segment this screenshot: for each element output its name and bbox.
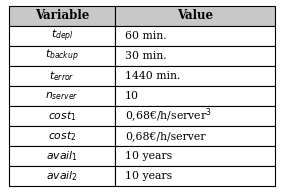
Text: $n_{server}$: $n_{server}$ [45, 90, 79, 102]
Bar [9, 6, 115, 26]
Bar [9, 166, 115, 186]
Text: $cost_1$: $cost_1$ [48, 109, 76, 123]
Bar [115, 66, 275, 86]
Text: 0,68€/h/server$^{3}$: 0,68€/h/server$^{3}$ [125, 107, 212, 125]
Text: $avail_2$: $avail_2$ [46, 169, 78, 183]
Text: $t_{depl}$: $t_{depl}$ [51, 28, 73, 44]
Text: 60 min.: 60 min. [125, 31, 166, 41]
Bar [115, 146, 275, 166]
Bar [115, 46, 275, 66]
Text: Value: Value [177, 9, 214, 22]
Text: Variable: Variable [35, 9, 89, 22]
Bar [9, 46, 115, 66]
Text: 1440 min.: 1440 min. [125, 71, 180, 81]
Bar [9, 126, 115, 146]
Bar [9, 26, 115, 46]
Text: $t_{backup}$: $t_{backup}$ [45, 48, 79, 64]
Bar [115, 26, 275, 46]
Bar [115, 6, 275, 26]
Text: 10: 10 [125, 91, 139, 101]
Bar [115, 166, 275, 186]
Bar [9, 86, 115, 106]
Text: 30 min.: 30 min. [125, 51, 166, 61]
Text: $avail_1$: $avail_1$ [46, 149, 78, 163]
Bar [115, 126, 275, 146]
Text: $cost_2$: $cost_2$ [48, 129, 76, 143]
Bar [115, 106, 275, 126]
Bar [9, 66, 115, 86]
Text: $t_{error}$: $t_{error}$ [49, 69, 75, 83]
Text: 10 years: 10 years [125, 171, 172, 181]
Bar [115, 86, 275, 106]
Bar [9, 146, 115, 166]
Text: 10 years: 10 years [125, 151, 172, 161]
Text: 0,68€/h/server: 0,68€/h/server [125, 131, 205, 141]
Bar [9, 106, 115, 126]
